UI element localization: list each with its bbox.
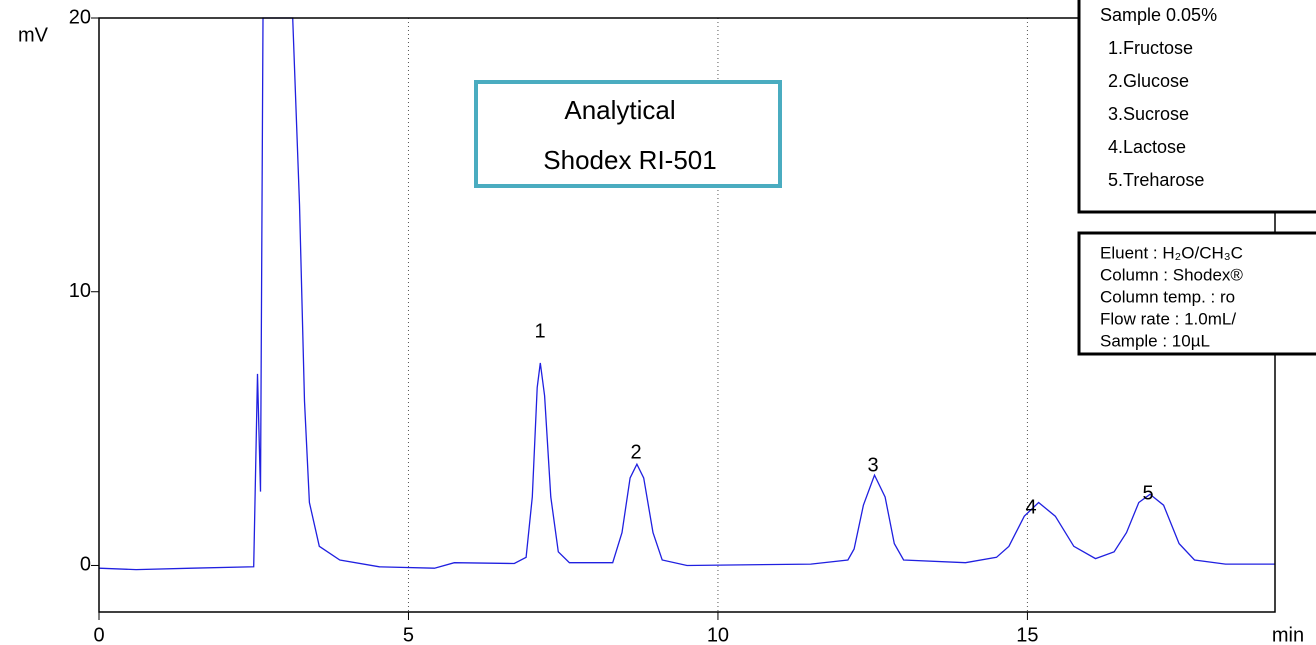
conditions-text: Eluent : H₂O/CH₃C bbox=[1100, 243, 1243, 262]
title-text: Shodex RI-501 bbox=[543, 145, 716, 175]
conditions-text: Column temp. : ro bbox=[1100, 287, 1235, 306]
conditions-text: Column : Shodex® bbox=[1100, 265, 1243, 284]
sample-text: Sample 0.05% bbox=[1100, 5, 1217, 25]
x-tick-label: 10 bbox=[707, 624, 729, 645]
sample-text: 1.Fructose bbox=[1108, 38, 1193, 58]
conditions-text: Sample : 10µL bbox=[1100, 331, 1210, 350]
peak-label: 5 bbox=[1142, 482, 1153, 504]
sample-text: 2.Glucose bbox=[1108, 71, 1189, 91]
y-axis-label: mV bbox=[18, 24, 49, 46]
peak-label: 3 bbox=[867, 454, 878, 476]
title-box bbox=[474, 80, 782, 188]
title-text: Analytical bbox=[564, 95, 675, 125]
peak-label: 1 bbox=[534, 320, 545, 342]
conditions-text: Flow rate : 1.0mL/ bbox=[1100, 309, 1236, 328]
y-tick-label: 20 bbox=[69, 6, 91, 28]
x-tick-label: 15 bbox=[1016, 624, 1038, 645]
x-tick-label: 0 bbox=[93, 624, 104, 645]
sample-box bbox=[1077, 0, 1316, 214]
sample-text: 5.Treharose bbox=[1108, 170, 1204, 190]
peak-label: 2 bbox=[630, 441, 641, 463]
sample-text: 4.Lactose bbox=[1108, 137, 1186, 157]
y-tick-label: 10 bbox=[69, 280, 91, 302]
x-axis-label: min bbox=[1272, 624, 1304, 645]
sample-text: 3.Sucrose bbox=[1108, 104, 1189, 124]
peak-label: 4 bbox=[1025, 496, 1036, 518]
y-tick-label: 0 bbox=[80, 554, 91, 576]
conditions-box bbox=[1077, 231, 1316, 356]
x-tick-label: 5 bbox=[403, 624, 414, 645]
trace bbox=[98, 17, 1275, 571]
